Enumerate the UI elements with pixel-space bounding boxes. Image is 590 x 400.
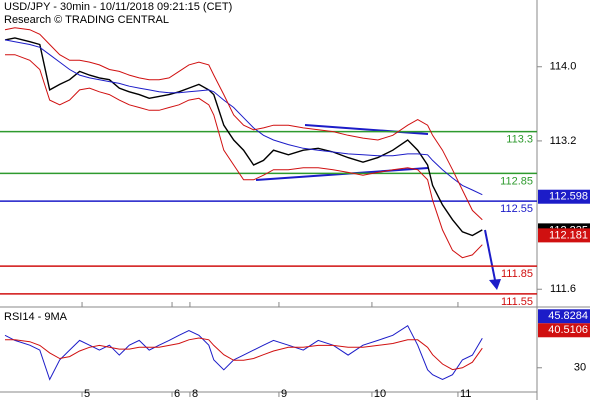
- value-box-label: 40.5106: [548, 324, 588, 336]
- price-line: [4, 37, 483, 237]
- level-label: 112.85: [500, 175, 533, 187]
- y-tick-label: 111.6: [550, 283, 576, 295]
- level-label: 111.55: [501, 296, 533, 308]
- value-box: [538, 228, 590, 243]
- arrow-head: [489, 279, 501, 290]
- rsi-line: [4, 324, 483, 381]
- trend-line: [304, 124, 429, 135]
- value-box: [538, 309, 590, 324]
- value-box-label: 112.181: [549, 229, 588, 241]
- value-box-label: 112.598: [549, 191, 588, 203]
- value-box: [538, 323, 590, 338]
- moving-average-line: [4, 39, 483, 196]
- x-tick-label: 8: [192, 388, 198, 400]
- level-label: 112.55: [500, 203, 533, 215]
- upper-band-line: [4, 27, 483, 221]
- chart-subtitle: Research © TRADING CENTRAL: [4, 14, 169, 26]
- y-tick-label: 114.0: [550, 61, 577, 73]
- x-tick-label: 11: [460, 388, 471, 400]
- x-tick-label: 5: [84, 388, 90, 400]
- level-label: 113.3: [506, 134, 533, 146]
- chart-title: USD/JPY - 30min - 10/11/2018 09:21:15 (C…: [4, 1, 232, 13]
- value-box: [538, 189, 590, 204]
- x-tick-label: 6: [174, 388, 180, 400]
- rsi-label: RSI14 - 9MA: [4, 311, 68, 323]
- rsi-ma-line: [5, 337, 483, 371]
- x-tick-label: 10: [374, 388, 386, 400]
- y-tick-label: 30: [574, 362, 586, 374]
- value-box-label: 45.8284: [548, 310, 588, 322]
- level-label: 111.85: [501, 268, 533, 280]
- x-tick-label: 9: [281, 388, 287, 400]
- arrow: [484, 229, 496, 281]
- y-tick-label: 113.2: [550, 135, 577, 147]
- lower-band-line: [5, 54, 483, 259]
